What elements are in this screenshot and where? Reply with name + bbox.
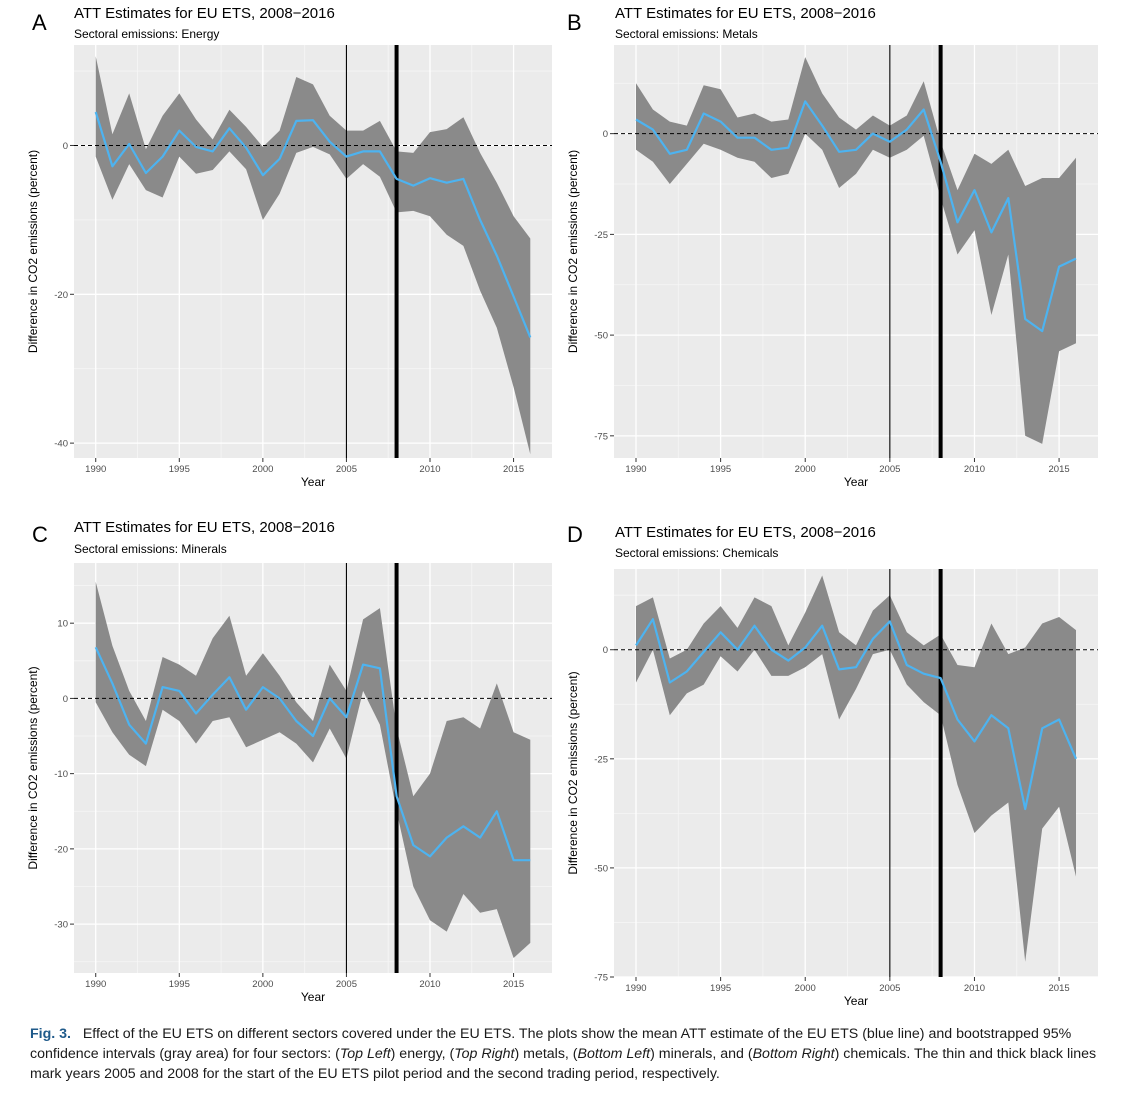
x-axis-label: Year (301, 990, 325, 1004)
caption-text: Effect of the EU ETS on different sector… (30, 1026, 1096, 1082)
y-tick-label: -25 (594, 230, 608, 241)
caption-segment: ) energy, ( (390, 1046, 455, 1062)
y-tick-label: -75 (594, 973, 608, 984)
panel-letter: A (32, 10, 47, 35)
x-tick-label: 1990 (85, 979, 106, 990)
caption-emphasis: Bottom Right (752, 1046, 835, 1062)
chart-d: 1990 1995 2000 2005 2010 2015 0 -25 -50 -75 Year Di… (566, 569, 1098, 1008)
panel-b: B ATT Estimates for EU ETS, 2008−2016 Se… (560, 0, 1147, 500)
x-tick-label: 2010 (964, 464, 985, 475)
y-tick-label: 0 (63, 694, 68, 705)
chart-b: 1990 1995 2000 2005 2010 2015 0 -25 -50 -75 Year Di… (566, 45, 1098, 489)
y-tick-label: 10 (57, 619, 68, 630)
panel-a: A ATT Estimates for EU ETS, 2008−2016 Se… (0, 0, 560, 500)
x-tick-label: 2010 (964, 983, 985, 994)
x-axis-label: Year (844, 475, 868, 489)
y-axis-label: Difference in CO2 emissions (percent) (26, 666, 40, 869)
x-tick-label: 2000 (252, 979, 273, 990)
y-tick-label: -10 (54, 769, 68, 780)
x-tick-label: 2000 (795, 464, 816, 475)
confidence-band (636, 57, 1076, 444)
x-tick-label: 1990 (625, 464, 646, 475)
y-tick-label: 0 (63, 141, 68, 152)
chart-subtitle: Sectoral emissions: Minerals (74, 542, 227, 556)
y-tick-label: -25 (594, 754, 608, 765)
y-tick-label: -30 (54, 920, 68, 931)
x-tick-label: 2005 (879, 464, 900, 475)
chart-title: ATT Estimates for EU ETS, 2008−2016 (74, 519, 335, 536)
figure-caption: Fig. 3. Effect of the EU ETS on differen… (30, 1024, 1110, 1084)
panel-letter: D (567, 522, 583, 547)
caption-emphasis: Top Right (454, 1046, 515, 1062)
x-tick-label: 2000 (252, 464, 273, 475)
x-tick-label: 2015 (503, 464, 524, 475)
y-axis-label: Difference in CO2 emissions (percent) (566, 150, 580, 353)
chart-subtitle: Sectoral emissions: Chemicals (615, 546, 779, 560)
y-tick-label: -20 (54, 290, 68, 301)
x-tick-label: 1995 (169, 464, 190, 475)
x-tick-label: 1990 (625, 983, 646, 994)
y-axis-label: Difference in CO2 emissions (percent) (26, 150, 40, 353)
x-axis-label: Year (844, 994, 868, 1008)
confidence-band (636, 575, 1076, 962)
confidence-band (95, 581, 531, 958)
chart-title: ATT Estimates for EU ETS, 2008−2016 (615, 5, 876, 22)
y-tick-label: 0 (603, 129, 608, 140)
x-tick-label: 2000 (795, 983, 816, 994)
chart-subtitle: Sectoral emissions: Energy (74, 27, 220, 41)
x-tick-label: 1995 (169, 979, 190, 990)
caption-emphasis: Bottom Left (577, 1046, 651, 1062)
panel-d: D ATT Estimates for EU ETS, 2008−2016 Se… (560, 515, 1147, 1015)
x-tick-label: 1990 (85, 464, 106, 475)
mean-att-line (94, 646, 531, 862)
panel-c: C ATT Estimates for EU ETS, 2008−2016 Se… (0, 515, 560, 1015)
caption-segment: ) chemicals. The thin and thick black li… (30, 1046, 1097, 1082)
caption-emphasis: Top Left (339, 1046, 391, 1062)
mean-att-line (635, 618, 1078, 811)
y-axis-label: Difference in CO2 emissions (percent) (566, 671, 580, 874)
confidence-band (95, 56, 531, 455)
x-tick-label: 2015 (1049, 983, 1070, 994)
mean-att-line (94, 111, 532, 338)
x-tick-label: 2015 (503, 979, 524, 990)
panel-letter: B (567, 10, 582, 35)
y-tick-label: -50 (594, 331, 608, 342)
chart-subtitle: Sectoral emissions: Metals (615, 27, 758, 41)
y-tick-label: -75 (594, 431, 608, 442)
caption-segment: Effect of the EU ETS on different sector… (30, 1026, 1072, 1062)
x-tick-label: 1995 (710, 983, 731, 994)
x-tick-label: 2010 (419, 979, 440, 990)
x-tick-label: 2005 (336, 464, 357, 475)
x-tick-label: 2005 (336, 979, 357, 990)
x-tick-label: 2015 (1049, 464, 1070, 475)
x-tick-label: 1995 (710, 464, 731, 475)
panel-letter: C (32, 522, 48, 547)
y-tick-label: -20 (54, 844, 68, 855)
y-tick-label: -40 (54, 439, 68, 450)
y-tick-label: -50 (594, 863, 608, 874)
x-tick-label: 2005 (879, 983, 900, 994)
caption-segment: ) minerals, and ( (650, 1046, 753, 1062)
x-axis-label: Year (301, 475, 325, 489)
caption-label: Fig. 3. (30, 1026, 71, 1042)
caption-segment: ) metals, ( (514, 1046, 578, 1062)
chart-a: 1990 1995 2000 2005 2010 2015 0 -20 -40 Year Diffe… (26, 45, 552, 489)
x-tick-label: 2010 (419, 464, 440, 475)
chart-title: ATT Estimates for EU ETS, 2008−2016 (74, 5, 335, 22)
chart-title: ATT Estimates for EU ETS, 2008−2016 (615, 524, 876, 541)
mean-att-line (635, 100, 1077, 333)
y-tick-label: 0 (603, 645, 608, 656)
chart-c: 1990 1995 2000 2005 2010 2015 10 0 -10 -20 -30 Year… (26, 563, 552, 1004)
